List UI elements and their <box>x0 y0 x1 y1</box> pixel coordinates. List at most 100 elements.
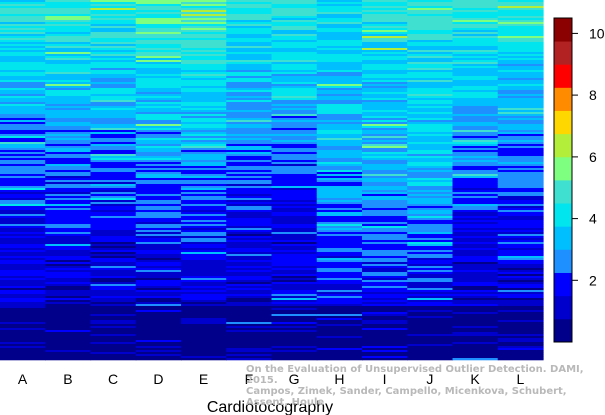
heatmap-cell <box>271 284 318 287</box>
heatmap-cell <box>362 212 408 215</box>
heatmap-cell <box>407 52 454 55</box>
heatmap-cell <box>407 320 454 323</box>
heatmap-cell <box>135 192 182 195</box>
heatmap-cell <box>407 200 454 203</box>
heatmap-cell <box>90 102 137 105</box>
heatmap-cell <box>135 128 182 131</box>
heatmap-cell <box>452 88 499 91</box>
heatmap-cell <box>45 238 92 241</box>
heatmap-cell <box>497 226 544 229</box>
heatmap-cell <box>362 280 408 283</box>
heatmap-cell <box>452 116 499 119</box>
heatmap-cell <box>226 272 273 275</box>
heatmap-cell <box>135 30 182 33</box>
heatmap-cell <box>181 120 227 123</box>
heatmap-cell <box>452 90 499 93</box>
heatmap-cell <box>407 250 454 253</box>
heatmap-cell <box>135 112 182 115</box>
heatmap-cell <box>452 190 499 193</box>
heatmap-cell <box>452 112 499 115</box>
heatmap-cell <box>90 216 137 219</box>
heatmap-cell <box>226 282 273 285</box>
heatmap-cell <box>497 290 544 293</box>
heatmap-cell <box>452 340 499 343</box>
heatmap-cell <box>271 124 318 127</box>
heatmap-cell <box>135 110 182 113</box>
heatmap-cell <box>407 158 454 161</box>
heatmap-cell <box>226 226 273 229</box>
heatmap-cell <box>497 22 544 25</box>
heatmap-cell <box>362 32 408 35</box>
heatmap-cell <box>0 294 46 297</box>
heatmap-cell <box>497 180 544 183</box>
heatmap-cell <box>452 82 499 85</box>
heatmap-cell <box>181 22 227 25</box>
heatmap-cell <box>0 264 46 267</box>
heatmap-cell <box>45 224 92 227</box>
heatmap-cell <box>45 20 92 23</box>
heatmap-cell <box>271 212 318 215</box>
heatmap-cell <box>407 138 454 141</box>
heatmap-cell <box>90 290 137 293</box>
heatmap-cell <box>452 4 499 7</box>
heatmap-cell <box>316 16 363 19</box>
heatmap-cell <box>181 60 227 63</box>
heatmap-cell <box>407 166 454 169</box>
heatmap-cell <box>497 166 544 169</box>
heatmap-cell <box>452 6 499 9</box>
heatmap-cell <box>407 192 454 195</box>
heatmap-cell <box>135 260 182 263</box>
heatmap-cell <box>497 130 544 133</box>
heatmap-cell <box>316 168 363 171</box>
heatmap-cell <box>497 20 544 23</box>
heatmap-cell <box>181 136 227 139</box>
heatmap-cell <box>226 76 273 79</box>
heatmap-cell <box>362 46 408 49</box>
heatmap-cell <box>271 214 318 217</box>
heatmap-cell <box>452 314 499 317</box>
heatmap-cell <box>362 276 408 279</box>
heatmap-cell <box>0 242 46 245</box>
heatmap-cell <box>407 282 454 285</box>
heatmap-cell <box>316 280 363 283</box>
heatmap-cell <box>452 222 499 225</box>
heatmap-cell <box>0 352 46 355</box>
heatmap-cell <box>316 128 363 131</box>
heatmap-cell <box>407 174 454 177</box>
heatmap-cell <box>45 302 92 305</box>
heatmap-cell <box>452 78 499 81</box>
heatmap-cell <box>316 152 363 155</box>
heatmap-cell <box>45 54 92 57</box>
heatmap-cell <box>90 338 137 341</box>
heatmap-cell <box>226 178 273 181</box>
heatmap-cell <box>45 132 92 135</box>
heatmap-cell <box>316 46 363 49</box>
heatmap-cell <box>181 110 227 113</box>
heatmap-cell <box>362 30 408 33</box>
heatmap-cell <box>316 98 363 101</box>
heatmap-cell <box>271 102 318 105</box>
heatmap-cell <box>407 164 454 167</box>
heatmap-cell <box>362 140 408 143</box>
heatmap-cell <box>271 292 318 295</box>
heatmap-cell <box>181 10 227 13</box>
heatmap-cell <box>407 224 454 227</box>
heatmap-cell <box>407 106 454 109</box>
heatmap-cell <box>181 6 227 9</box>
heatmap-cell <box>316 214 363 217</box>
heatmap-cell <box>0 92 46 95</box>
heatmap-cell <box>45 194 92 197</box>
heatmap-cell <box>362 132 408 135</box>
heatmap-cell <box>0 64 46 67</box>
heatmap-cell <box>90 220 137 223</box>
heatmap-cell <box>316 52 363 55</box>
heatmap-cell <box>452 224 499 227</box>
heatmap-cell <box>271 172 318 175</box>
heatmap-cell <box>497 272 544 275</box>
heatmap-cell <box>497 286 544 289</box>
heatmap-cell <box>497 270 544 273</box>
heatmap-cell <box>45 248 92 251</box>
heatmap-cell <box>362 118 408 121</box>
heatmap-cell <box>316 90 363 93</box>
heatmap-cell <box>452 234 499 237</box>
